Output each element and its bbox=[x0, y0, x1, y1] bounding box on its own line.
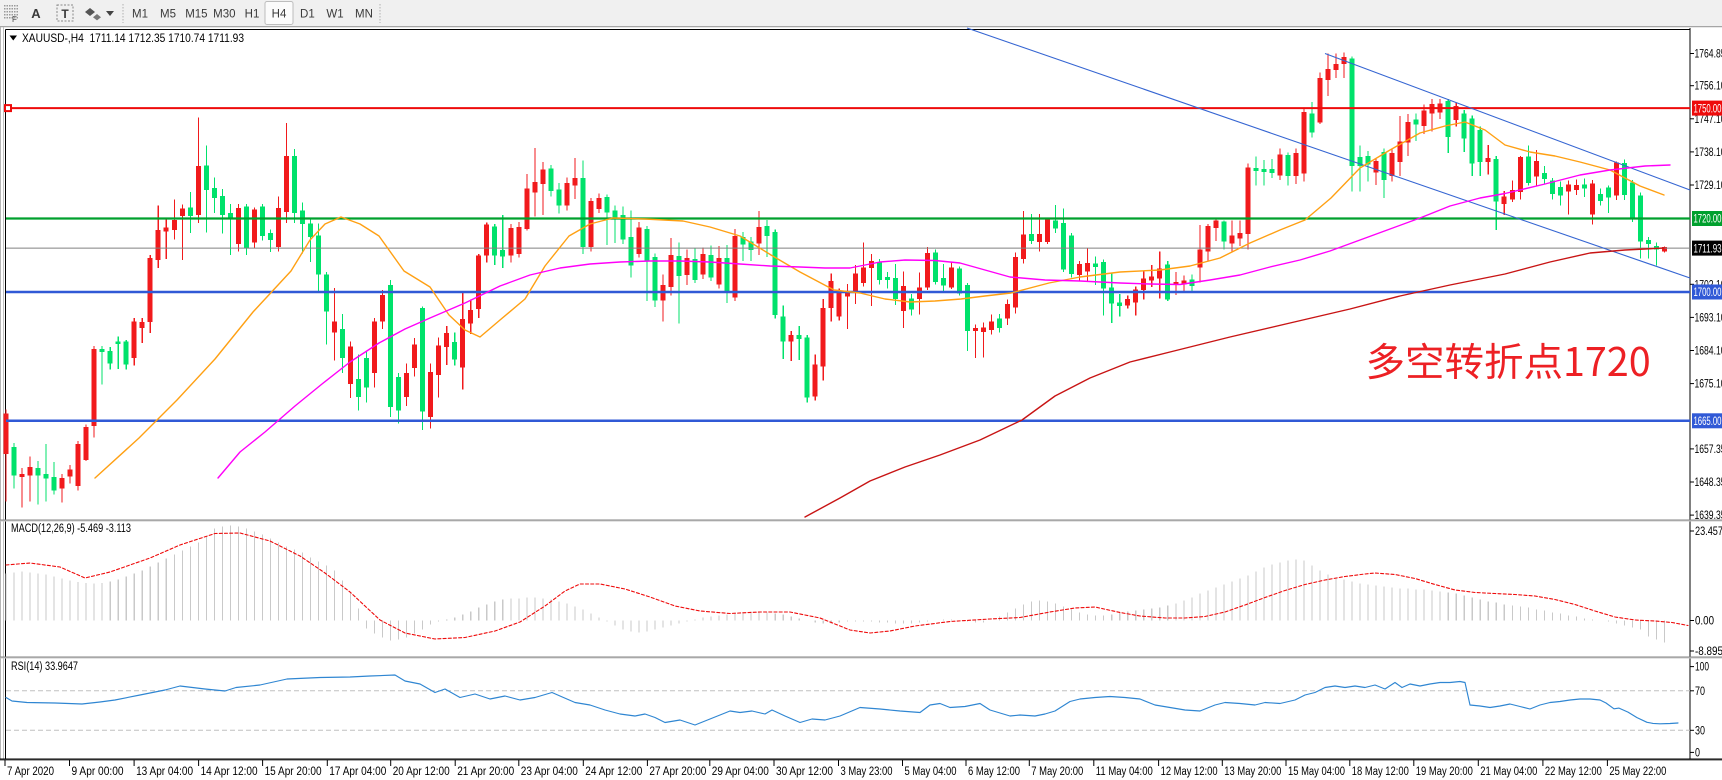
svg-text:70: 70 bbox=[1695, 686, 1705, 698]
svg-text:23 Apr 04:00: 23 Apr 04:00 bbox=[521, 766, 578, 778]
svg-text:14 Apr 12:00: 14 Apr 12:00 bbox=[201, 766, 258, 778]
svg-text:H1: H1 bbox=[245, 9, 260, 21]
svg-text:MACD(12,26,9) -5.469 -3.113: MACD(12,26,9) -5.469 -3.113 bbox=[11, 523, 131, 535]
svg-text:23.457: 23.457 bbox=[1695, 526, 1722, 538]
svg-text:1639.35: 1639.35 bbox=[1695, 510, 1722, 522]
svg-text:1747.10: 1747.10 bbox=[1695, 114, 1722, 126]
svg-text:W1: W1 bbox=[326, 9, 343, 21]
svg-text:RSI(14) 33.9647: RSI(14) 33.9647 bbox=[11, 661, 78, 673]
svg-text:30: 30 bbox=[1695, 725, 1705, 737]
svg-text:1684.10: 1684.10 bbox=[1695, 346, 1722, 358]
svg-text:21 May 04:00: 21 May 04:00 bbox=[1480, 766, 1537, 778]
svg-text:19 May 20:00: 19 May 20:00 bbox=[1416, 766, 1473, 778]
svg-text:F: F bbox=[12, 15, 17, 24]
svg-text:15 May 04:00: 15 May 04:00 bbox=[1288, 766, 1345, 778]
svg-text:M15: M15 bbox=[185, 9, 207, 21]
svg-text:17 Apr 04:00: 17 Apr 04:00 bbox=[329, 766, 386, 778]
svg-text:1756.10: 1756.10 bbox=[1695, 81, 1722, 93]
svg-text:13 Apr 04:00: 13 Apr 04:00 bbox=[136, 766, 193, 778]
svg-text:H4: H4 bbox=[272, 9, 287, 21]
svg-text:7 Apr 2020: 7 Apr 2020 bbox=[7, 766, 54, 778]
svg-text:1665.00: 1665.00 bbox=[1694, 416, 1722, 428]
svg-text:18 May 12:00: 18 May 12:00 bbox=[1352, 766, 1409, 778]
svg-text:0.00: 0.00 bbox=[1695, 616, 1714, 628]
svg-text:1693.10: 1693.10 bbox=[1695, 312, 1722, 324]
svg-text:XAUUSD-,H4 1711.14 1712.35 17: XAUUSD-,H4 1711.14 1712.35 1710.74 1711.… bbox=[22, 31, 244, 45]
svg-text:1675.10: 1675.10 bbox=[1695, 379, 1722, 391]
svg-text:13 May 20:00: 13 May 20:00 bbox=[1224, 766, 1281, 778]
svg-text:15 Apr 20:00: 15 Apr 20:00 bbox=[265, 766, 322, 778]
svg-text:3 May 23:00: 3 May 23:00 bbox=[841, 766, 893, 778]
svg-text:30 Apr 12:00: 30 Apr 12:00 bbox=[776, 766, 833, 778]
svg-text:1729.10: 1729.10 bbox=[1695, 180, 1722, 192]
svg-text:1720.00: 1720.00 bbox=[1694, 214, 1722, 226]
svg-text:M1: M1 bbox=[132, 9, 148, 21]
svg-text:M5: M5 bbox=[160, 9, 176, 21]
svg-text:11 May 04:00: 11 May 04:00 bbox=[1096, 766, 1153, 778]
svg-text:6 May 12:00: 6 May 12:00 bbox=[968, 766, 1020, 778]
svg-text:1750.00: 1750.00 bbox=[1694, 103, 1722, 115]
svg-text:M30: M30 bbox=[213, 9, 235, 21]
svg-text:25 May 22:00: 25 May 22:00 bbox=[1609, 766, 1666, 778]
svg-text:21 Apr 20:00: 21 Apr 20:00 bbox=[457, 766, 514, 778]
svg-text:29 Apr 04:00: 29 Apr 04:00 bbox=[712, 766, 769, 778]
svg-text:5 May 04:00: 5 May 04:00 bbox=[905, 766, 957, 778]
svg-text:-8.895: -8.895 bbox=[1695, 646, 1722, 658]
svg-text:7 May 20:00: 7 May 20:00 bbox=[1031, 766, 1083, 778]
svg-text:100: 100 bbox=[1695, 662, 1709, 674]
svg-text:T: T bbox=[61, 7, 69, 21]
svg-text:1700.00: 1700.00 bbox=[1694, 287, 1722, 299]
svg-text:0: 0 bbox=[1695, 747, 1700, 759]
svg-text:1657.35: 1657.35 bbox=[1695, 444, 1722, 456]
svg-text:1764.85: 1764.85 bbox=[1695, 49, 1722, 61]
svg-text:22 May 12:00: 22 May 12:00 bbox=[1545, 766, 1602, 778]
svg-text:27 Apr 20:00: 27 Apr 20:00 bbox=[649, 766, 706, 778]
svg-text:1711.93: 1711.93 bbox=[1694, 243, 1722, 255]
svg-text:9 Apr 00:00: 9 Apr 00:00 bbox=[72, 766, 124, 778]
svg-text:MN: MN bbox=[355, 9, 373, 21]
svg-text:20 Apr 12:00: 20 Apr 12:00 bbox=[393, 766, 450, 778]
svg-text:D1: D1 bbox=[300, 9, 315, 21]
svg-text:12 May 12:00: 12 May 12:00 bbox=[1161, 766, 1218, 778]
svg-text:24 Apr 12:00: 24 Apr 12:00 bbox=[585, 766, 642, 778]
svg-text:1738.10: 1738.10 bbox=[1695, 147, 1722, 159]
svg-text:A: A bbox=[31, 6, 41, 21]
svg-text:1648.35: 1648.35 bbox=[1695, 477, 1722, 489]
